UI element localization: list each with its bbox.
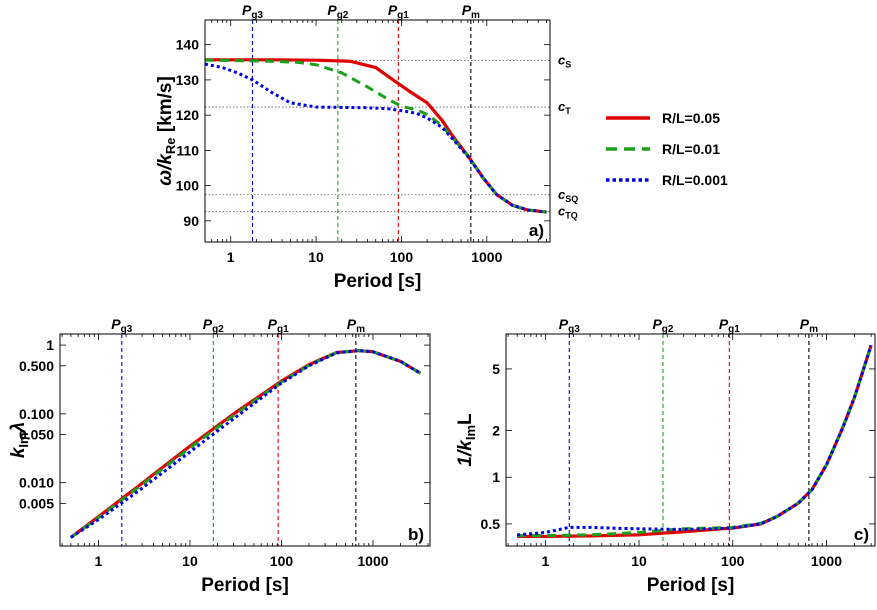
legend-label-2: R/L=0.01 bbox=[662, 141, 720, 157]
y-tick-label: 120 bbox=[176, 107, 200, 123]
x-tick-label: 10 bbox=[182, 553, 198, 569]
y-tick-label: 90 bbox=[183, 213, 199, 229]
series-line-1 bbox=[69, 349, 422, 539]
y-tick-label: 2 bbox=[492, 423, 500, 439]
series-line-1 bbox=[517, 344, 873, 539]
x-tick-label: 10 bbox=[308, 249, 324, 265]
legend-label-1: R/L=0.05 bbox=[662, 110, 720, 126]
y-tick-label: 0.500 bbox=[19, 358, 54, 374]
hline-label-s: cS bbox=[558, 53, 571, 70]
panel-label: c) bbox=[854, 525, 869, 544]
x-tick-label: 10 bbox=[631, 553, 647, 569]
series-line-3 bbox=[517, 344, 873, 537]
x-axis-label: Period [s] bbox=[647, 575, 735, 596]
x-tick-label: 1000 bbox=[357, 553, 388, 569]
y-tick-label: 5 bbox=[492, 361, 500, 377]
series-line-2 bbox=[204, 58, 547, 214]
period-label-g3: Pg3 bbox=[242, 2, 263, 21]
series-line-3 bbox=[70, 349, 422, 539]
y-tick-label: 100 bbox=[176, 178, 200, 194]
y-tick-label: 0.100 bbox=[19, 406, 54, 422]
period-label-m: Pm bbox=[347, 316, 365, 335]
x-axis-label: Period [s] bbox=[334, 271, 422, 292]
x-tick-label: 1 bbox=[95, 553, 103, 569]
period-label-g2: Pg2 bbox=[203, 316, 224, 335]
y-tick-label: 1 bbox=[492, 469, 500, 485]
plot-frame bbox=[59, 333, 431, 547]
chart-b: Pg3 Pg2 Pg1 Pm 1 10 100 1000 1 0.500 0.100 0.050 0.0… bbox=[8, 316, 431, 596]
y-tick-label: 130 bbox=[176, 72, 200, 88]
period-label-m: Pm bbox=[800, 316, 818, 335]
x-tick-label: 100 bbox=[390, 249, 414, 265]
y-tick-label: 140 bbox=[176, 37, 200, 53]
hline-label-t: cT bbox=[558, 99, 571, 116]
y-tick-label: 0.010 bbox=[19, 475, 54, 491]
period-label-m: Pm bbox=[462, 2, 480, 21]
legend-label-3: R/L=0.001 bbox=[662, 172, 728, 188]
y-tick-label: 1 bbox=[46, 337, 54, 353]
x-tick-label: 1 bbox=[227, 249, 235, 265]
y-tick-label: 0.5 bbox=[481, 516, 501, 532]
series-line-3 bbox=[204, 62, 547, 214]
chart-c: Pg3 Pg2 Pg1 Pm 1 10 100 1000 0.5 1 2 5 Period [s] 1/k… bbox=[455, 316, 876, 596]
y-tick-label: 0.050 bbox=[19, 427, 54, 443]
panel-label: a) bbox=[529, 221, 544, 240]
hline-label-sq: cSQ bbox=[558, 187, 578, 204]
series-line-2 bbox=[517, 344, 873, 538]
plot-frame bbox=[204, 19, 551, 243]
x-tick-label: 100 bbox=[270, 553, 294, 569]
period-label-g1: Pg1 bbox=[388, 2, 409, 21]
x-tick-label: 1 bbox=[541, 553, 549, 569]
period-label-g3: Pg3 bbox=[559, 316, 580, 335]
x-tick-label: 100 bbox=[721, 553, 745, 569]
y-tick-label: 110 bbox=[176, 142, 199, 158]
period-label-g1: Pg1 bbox=[268, 316, 289, 335]
panel-label: b) bbox=[408, 525, 424, 544]
y-axis-label: 1/kImL bbox=[455, 413, 478, 467]
period-label-g1: Pg1 bbox=[719, 316, 740, 335]
period-label-g3: Pg3 bbox=[111, 316, 132, 335]
y-axis-label: ω/kRe [km/s] bbox=[155, 76, 178, 186]
x-tick-label: 1000 bbox=[471, 249, 502, 265]
y-tick-label: 0.005 bbox=[19, 495, 54, 511]
x-axis-label: Period [s] bbox=[201, 575, 289, 596]
series-line-2 bbox=[70, 349, 422, 539]
period-label-g2: Pg2 bbox=[327, 2, 348, 21]
y-axis-label: kImλ bbox=[8, 422, 31, 458]
legend: R/L=0.05 R/L=0.01 R/L=0.001 bbox=[606, 110, 728, 188]
plot-frame bbox=[505, 333, 876, 547]
x-tick-label: 1000 bbox=[811, 553, 842, 569]
period-label-g2: Pg2 bbox=[652, 316, 673, 335]
hline-label-tq: cTQ bbox=[558, 204, 578, 221]
